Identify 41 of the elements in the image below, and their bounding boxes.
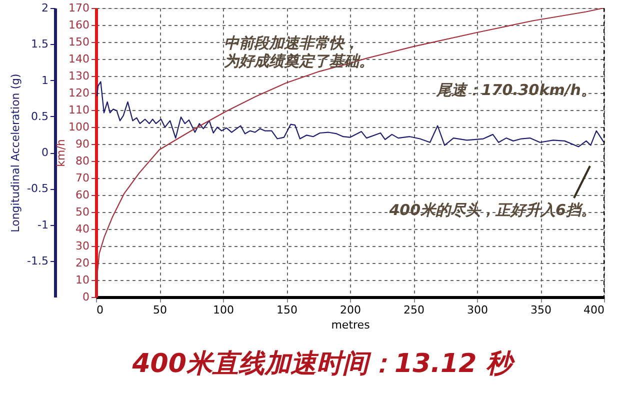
- x-tick-label: 50: [153, 304, 167, 316]
- y2-tick-label: 0: [82, 290, 90, 304]
- annotation: 400米的尽头，正好升入6挡。: [388, 201, 596, 219]
- y-tick-label: -1.5: [27, 254, 48, 268]
- line-series: [96, 81, 604, 148]
- x-tick-label: 150: [276, 304, 298, 316]
- y-tick-label: 1.5: [31, 38, 48, 51]
- y2-tick-label: 170: [68, 2, 90, 14]
- x-tick-label: 400: [584, 304, 604, 316]
- y2-tick-label: 70: [76, 172, 90, 184]
- y2-tick-label: 20: [76, 256, 90, 270]
- y-tick-label: 1: [42, 74, 48, 87]
- y-tick-label: 2: [42, 2, 48, 14]
- y2-tick-label: 80: [76, 154, 90, 168]
- y2-tick-label: 120: [68, 86, 90, 100]
- y2-tick-label: 50: [76, 206, 90, 218]
- y2-tick-label: 150: [68, 36, 90, 48]
- x-tick-label: 300: [467, 304, 488, 316]
- y-tick-label: -1: [38, 218, 48, 232]
- y2-axis-title: km/h: [54, 139, 68, 167]
- x-axis-title: metres: [331, 318, 370, 332]
- y-tick-label: 0: [42, 146, 48, 159]
- text: 400米直线加速时间：13.12 秒: [131, 349, 516, 379]
- y2-tick-label: 160: [68, 18, 90, 32]
- x-tick-label: 0: [96, 304, 104, 316]
- y-tick-label: -0.5: [27, 182, 48, 196]
- x-tick-label: 250: [404, 304, 424, 316]
- y2-tick-label: 100: [68, 120, 90, 134]
- y2-tick-label: 90: [76, 138, 90, 150]
- y-axis-title: Longitudinal Acceleration (g): [9, 74, 22, 232]
- y2-tick-label: 110: [68, 104, 90, 116]
- y2-tick-label: 30: [76, 240, 90, 252]
- y2-tick-label: 140: [68, 52, 90, 66]
- y2-tick-label: 40: [76, 222, 90, 236]
- x-tick-label: 100: [213, 304, 234, 316]
- y-tick-label: 0.5: [31, 110, 48, 123]
- y2-tick-label: 10: [76, 274, 90, 286]
- x-tick-label: 350: [530, 304, 552, 316]
- y2-tick-label: 60: [76, 188, 90, 202]
- x-tick-label: 200: [340, 304, 361, 316]
- y2-tick-label: 130: [68, 70, 90, 82]
